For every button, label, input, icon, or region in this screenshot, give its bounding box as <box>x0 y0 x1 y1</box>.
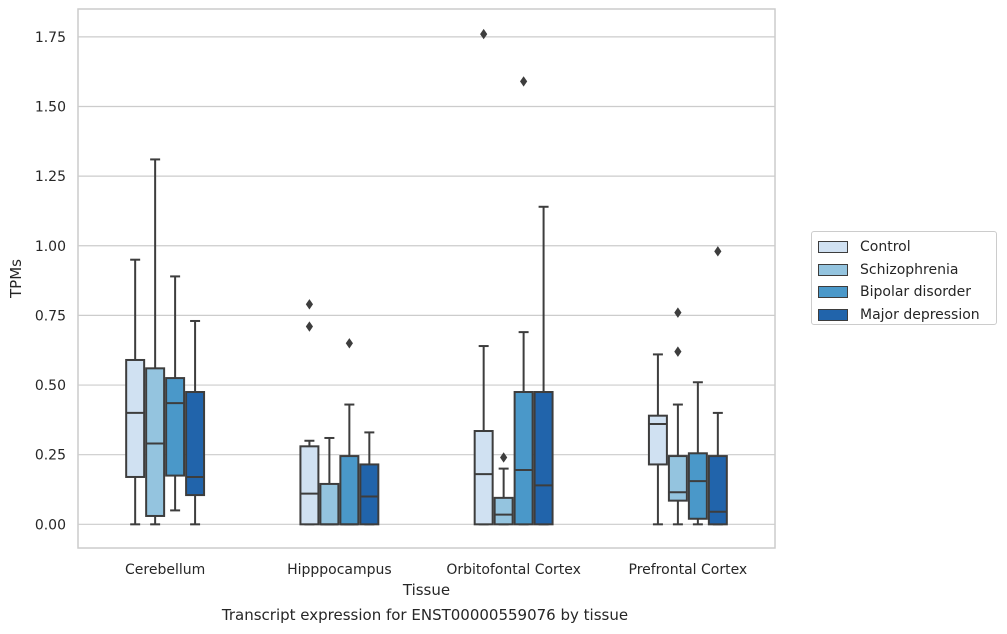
x-tick-label-orbitofontal-cortex: Orbitofontal Cortex <box>446 562 581 578</box>
x-tick-label-prefrontal-cortex: Prefrontal Cortex <box>629 562 748 578</box>
box-iqr <box>319 482 340 526</box>
box-hipppocampus-schizophrenia <box>319 436 340 526</box>
box-iqr <box>299 445 320 526</box>
outlier-1 <box>674 307 682 318</box>
box-hipppocampus-control <box>299 299 320 526</box>
y-axis-label: TPMs <box>7 259 25 299</box>
box-iqr <box>359 463 380 526</box>
box-orbitofontal-cortex-control <box>473 28 494 526</box>
box-iqr <box>513 391 534 526</box>
chart-caption: Transcript expression for ENST0000055907… <box>221 606 629 624</box>
box-iqr <box>185 391 206 497</box>
box-iqr <box>473 430 494 526</box>
outlier-0 <box>674 346 682 357</box>
outlier-0 <box>480 28 488 40</box>
box-cerebellum-major-depression <box>185 319 206 526</box>
outlier-1 <box>305 299 314 310</box>
legend-item-schizophrenia: Schizophrenia <box>818 259 990 282</box>
legend-swatch-major-depression <box>818 308 848 321</box>
box-iqr <box>647 414 668 466</box>
box-prefrontal-cortex-bipolar-disorder <box>687 381 708 526</box>
plot-frame <box>77 8 776 549</box>
y-tick-label-4: 1.00 <box>35 239 66 255</box>
outlier-0 <box>714 246 722 257</box>
y-tick-labels: 0.00 0.25 0.50 0.75 1.00 1.25 1.50 1.75 <box>35 30 66 533</box>
box-iqr <box>667 455 688 502</box>
box-groups <box>125 28 728 526</box>
box-iqr <box>125 358 146 478</box>
box-cerebellum-control <box>125 258 146 526</box>
y-tick-label-7: 1.75 <box>35 30 66 46</box>
y-tick-label-6: 1.50 <box>35 99 66 115</box>
outlier-0 <box>305 321 314 332</box>
box-orbitofontal-cortex-major-depression <box>533 205 554 526</box>
legend-item-major-depression: Major depression <box>818 304 990 327</box>
legend-item-bipolar-disorder: Bipolar disorder <box>818 281 990 304</box>
y-tick-label-3: 0.75 <box>35 308 66 324</box>
legend-label-major-depression: Major depression <box>860 306 980 323</box>
box-cerebellum-schizophrenia <box>145 158 166 526</box>
box-prefrontal-cortex-control <box>647 353 668 526</box>
legend-item-control: Control <box>818 236 990 259</box>
box-iqr <box>687 452 708 520</box>
outlier-0 <box>345 338 353 349</box>
box-orbitofontal-cortex-bipolar-disorder <box>513 76 534 526</box>
box-iqr <box>339 455 360 526</box>
legend-swatch-schizophrenia <box>818 263 848 276</box>
legend: Control Schizophrenia Bipolar disorder M… <box>811 231 997 325</box>
box-orbitofontal-cortex-schizophrenia <box>493 452 514 526</box>
x-tick-label-cerebellum: Cerebellum <box>125 562 205 578</box>
legend-label-bipolar-disorder: Bipolar disorder <box>860 284 972 301</box>
y-tick-label-1: 0.25 <box>35 448 66 464</box>
legend-label-schizophrenia: Schizophrenia <box>860 261 959 278</box>
legend-label-control: Control <box>860 239 911 256</box>
box-hipppocampus-major-depression <box>359 431 380 526</box>
box-iqr <box>165 377 186 477</box>
box-iqr <box>707 455 728 526</box>
legend-swatch-control <box>818 241 848 254</box>
y-tick-label-2: 0.50 <box>35 378 66 394</box>
legend-swatch-bipolar-disorder <box>818 286 848 299</box>
x-tick-label-hipppocampus: Hipppocampus <box>287 562 392 578</box>
box-iqr <box>493 496 514 526</box>
box-hipppocampus-bipolar-disorder <box>339 338 360 526</box>
x-axis-label: Tissue <box>402 581 450 599</box>
x-tick-labels: Cerebellum Hipppocampus Orbitofontal Corte… <box>125 562 747 578</box>
box-iqr <box>145 367 166 517</box>
outlier-0 <box>500 452 508 463</box>
y-tick-label-5: 1.25 <box>35 169 66 185</box>
box-prefrontal-cortex-major-depression <box>707 246 728 526</box>
box-cerebellum-bipolar-disorder <box>165 275 186 512</box>
outlier-0 <box>520 76 528 87</box>
box-prefrontal-cortex-schizophrenia <box>667 307 688 526</box>
box-iqr <box>533 391 554 526</box>
y-tick-label-0: 0.00 <box>35 517 66 533</box>
